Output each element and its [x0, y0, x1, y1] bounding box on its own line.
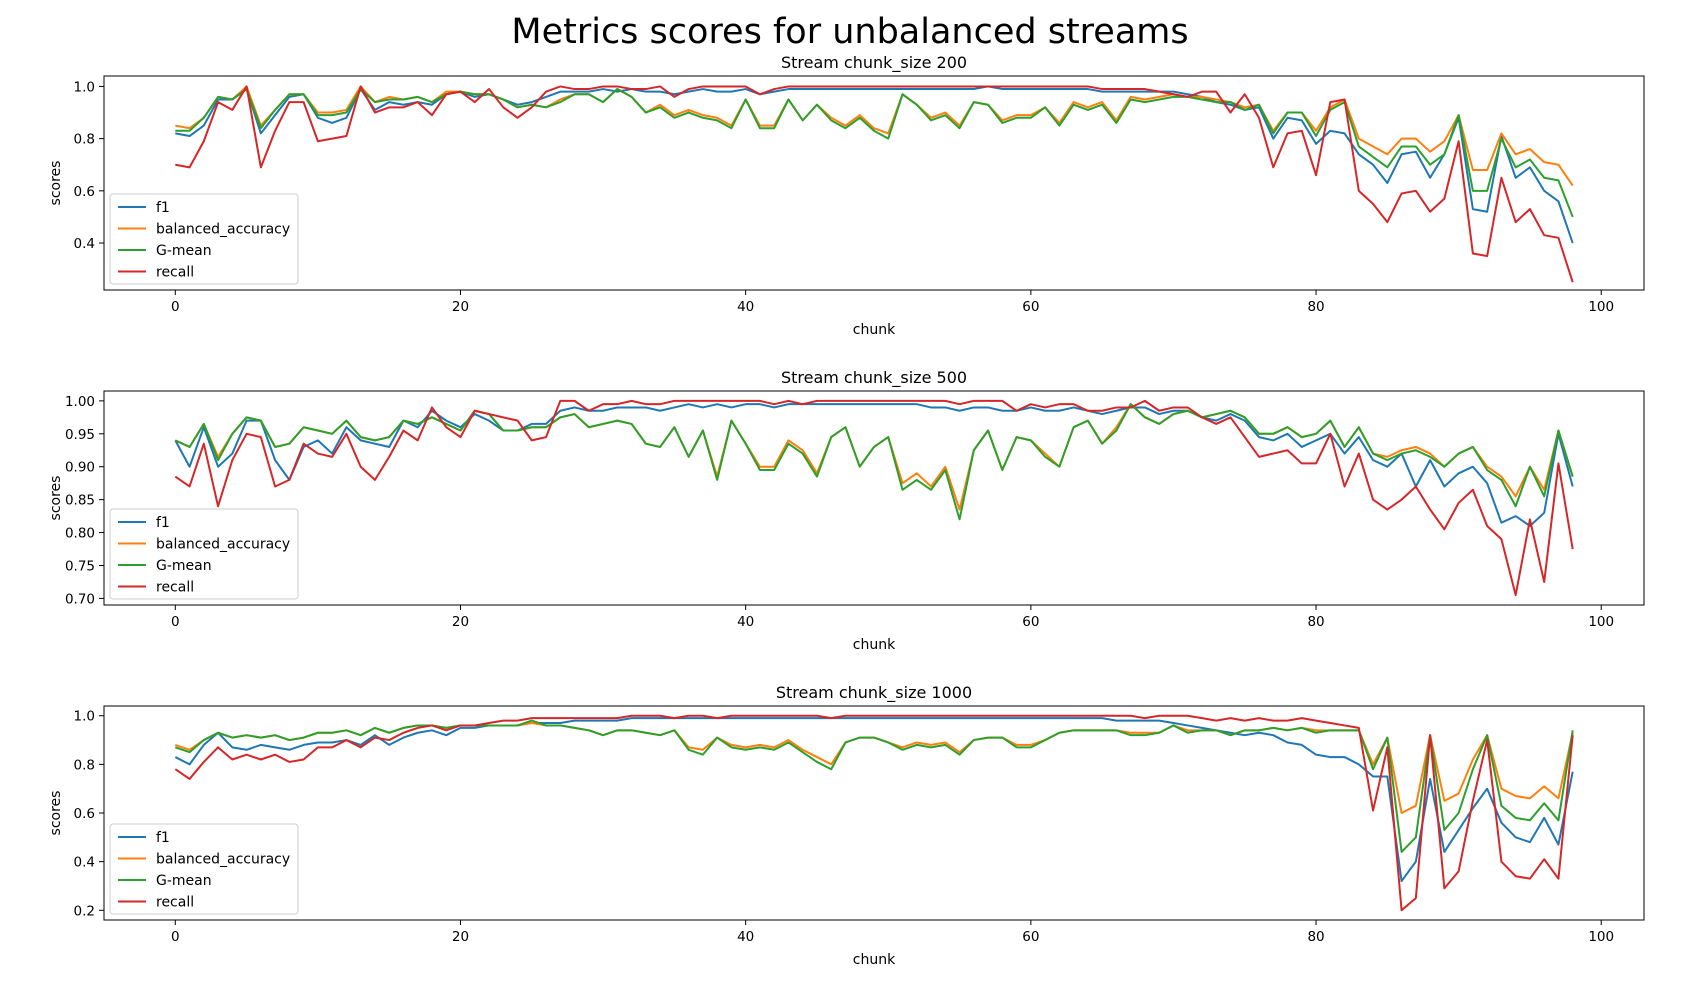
chart-1-legend-label-recall: recall	[156, 265, 194, 281]
chart-2-x-tick-label: 60	[1022, 614, 1039, 630]
chart-2-legend-label-f1: f1	[156, 515, 170, 531]
chart-2-legend-label-recall: recall	[156, 580, 194, 596]
chart-2-x-tick-label: 100	[1588, 614, 1614, 630]
chart-2-y-tick-label: 0.85	[65, 493, 95, 509]
chart-1-x-tick-label: 40	[737, 299, 754, 315]
chart-1-legend-label-balanced_accuracy: balanced_accuracy	[156, 222, 290, 238]
chart-2-y-tick-label: 0.75	[65, 558, 95, 574]
chart-1-legend-label-f1: f1	[156, 200, 170, 216]
chart-2-y-tick-label: 1.00	[65, 394, 95, 410]
chart-3-x-tick-label: 60	[1022, 929, 1039, 945]
chart-3-y-tick-label: 1.0	[74, 709, 95, 725]
chart-3-y-tick-label: 0.8	[74, 757, 95, 773]
chart-2-y-tick-label: 0.70	[65, 591, 95, 607]
chart-1-x-tick-label: 0	[171, 299, 180, 315]
chart-2-legend-label-G-mean: G-mean	[156, 558, 212, 574]
chart-1-x-tick-label: 20	[452, 299, 469, 315]
chart-3-legend-label-recall: recall	[156, 895, 194, 911]
chart-2-legend-label-balanced_accuracy: balanced_accuracy	[156, 537, 290, 553]
chart-3-title: Stream chunk_size 1000	[776, 683, 972, 703]
figure-title: Metrics scores for unbalanced streams	[511, 12, 1189, 52]
chart-3-x-axis-label: chunk	[853, 952, 896, 968]
chart-1-title: Stream chunk_size 200	[781, 53, 967, 73]
chart-2-x-tick-label: 40	[737, 614, 754, 630]
chart-3-x-tick-label: 80	[1307, 929, 1324, 945]
chart-2-x-tick-label: 20	[452, 614, 469, 630]
chart-1-y-axis-label: scores	[48, 161, 64, 206]
chart-3-y-tick-label: 0.4	[74, 855, 95, 871]
chart-3-legend-label-G-mean: G-mean	[156, 873, 212, 889]
chart-1-series-f1-line	[175, 85, 1574, 244]
chart-1-y-tick-label: 1.0	[74, 79, 95, 95]
chart-2-y-axis-label: scores	[48, 476, 64, 521]
chart-1-y-tick-label: 0.6	[74, 184, 95, 200]
chart-1-y-tick-label: 0.4	[74, 236, 95, 252]
chart-3-y-axis-label: scores	[48, 791, 64, 836]
chart-3-series-f1-line	[174, 717, 1574, 883]
chart-1-x-tick-label: 60	[1022, 299, 1039, 315]
chart-1-x-axis-label: chunk	[853, 322, 896, 338]
chart-1-legend-label-G-mean: G-mean	[156, 243, 212, 259]
chart-2-y-tick-label: 0.80	[65, 526, 95, 542]
chart-2-y-tick-label: 0.95	[65, 427, 95, 443]
chart-2-x-tick-label: 0	[171, 614, 180, 630]
chart-3-legend-label-balanced_accuracy: balanced_accuracy	[156, 852, 290, 868]
chart-1-series-recall-line	[175, 85, 1574, 283]
chart-1-legend	[109, 193, 299, 285]
chart-2-series-f1-line	[174, 403, 1574, 527]
chart-2-legend	[109, 508, 299, 600]
chart-3-x-tick-label: 100	[1588, 929, 1614, 945]
chart-3-series-G-mean-line	[174, 719, 1574, 853]
chart-3-y-tick-label: 0.2	[74, 903, 95, 919]
chart-1-series-balanced_accuracy-line	[175, 85, 1574, 187]
chart-3-y-tick-label: 0.6	[74, 806, 95, 822]
chart-3-legend	[109, 823, 299, 915]
chart-2-series-balanced_accuracy-line	[174, 403, 1574, 511]
chart-2-x-tick-label: 80	[1307, 614, 1324, 630]
chart-2-series-recall-line	[174, 399, 1574, 597]
chart-2-y-tick-label: 0.90	[65, 460, 95, 476]
chart-3-x-tick-label: 0	[171, 929, 180, 945]
chart-1-series-G-mean-line	[175, 88, 1574, 218]
chart-1-y-tick-label: 0.8	[74, 132, 95, 148]
chart-3-x-tick-label: 40	[737, 929, 754, 945]
chart-2-x-axis-label: chunk	[853, 637, 896, 653]
chart-2-title: Stream chunk_size 500	[781, 368, 967, 388]
chart-3-legend-label-f1: f1	[156, 830, 170, 846]
chart-3-x-tick-label: 20	[452, 929, 469, 945]
chart-1-x-tick-label: 80	[1307, 299, 1324, 315]
chart-3-series-recall-line	[174, 714, 1574, 912]
chart-1-x-tick-label: 100	[1588, 299, 1614, 315]
chart-1-plot-frame	[103, 75, 1645, 291]
chart-2-plot-frame	[103, 390, 1645, 606]
chart-2-series-G-mean-line	[174, 403, 1574, 521]
